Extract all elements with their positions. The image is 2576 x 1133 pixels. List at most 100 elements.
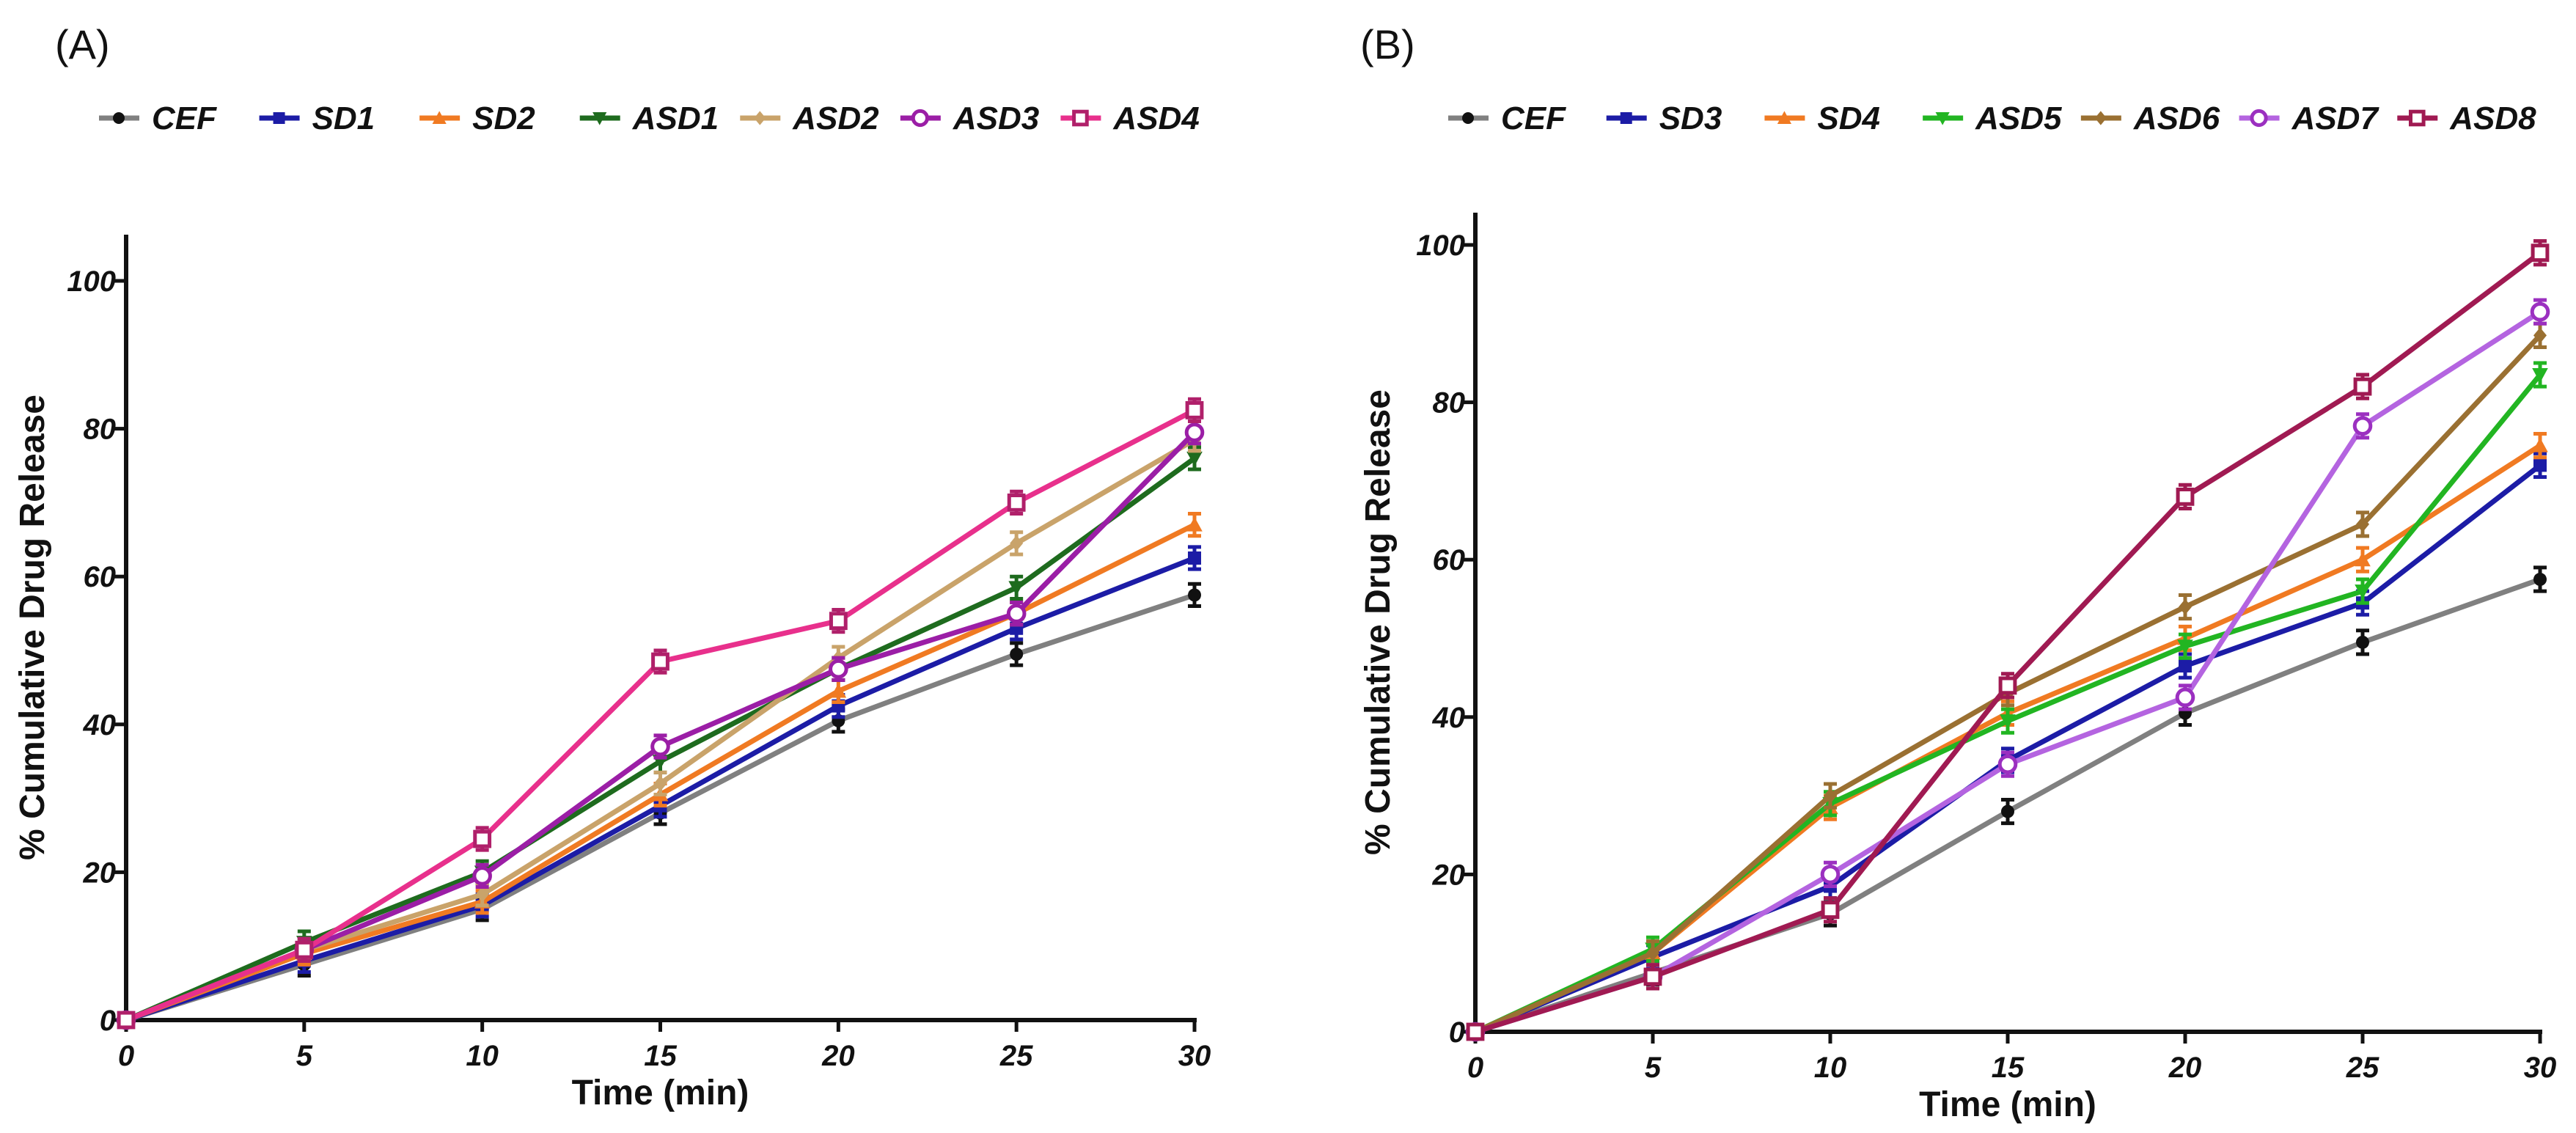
triangle-down-icon xyxy=(592,112,607,125)
x-tick-label: 20 xyxy=(821,1040,855,1072)
data-point xyxy=(1010,535,1024,551)
legend-label: SD3 xyxy=(1659,100,1722,136)
data-point xyxy=(2000,714,2016,729)
x-tick-label: 25 xyxy=(999,1040,1033,1072)
legend-label: SD1 xyxy=(312,100,375,136)
data-point xyxy=(2179,598,2192,615)
legend-label: ASD7 xyxy=(2291,100,2380,136)
series-line-sd4 xyxy=(1474,443,2542,1035)
legend-label: ASD4 xyxy=(1112,100,1199,136)
y-tick-label: 80 xyxy=(84,414,117,446)
y-tick-label: 0 xyxy=(100,1005,116,1037)
data-point xyxy=(2353,377,2372,396)
x-tick-label: 0 xyxy=(118,1040,134,1072)
data-point xyxy=(2352,416,2373,436)
data-point xyxy=(1006,604,1027,623)
data-point xyxy=(830,683,847,698)
x-tick-label: 15 xyxy=(644,1040,677,1072)
legend-item-sd2: SD2 xyxy=(419,100,535,136)
x-tick-label: 0 xyxy=(1467,1052,1483,1084)
legend-label: CEF xyxy=(1501,100,1566,136)
open-square-icon xyxy=(1072,109,1089,127)
legend-item-asd8: ASD8 xyxy=(2397,100,2536,136)
series-line-asd4 xyxy=(125,408,1196,1023)
y-tick-label: 0 xyxy=(1449,1016,1465,1049)
legend-item-cef: CEF xyxy=(1448,100,1566,136)
data-point xyxy=(2533,327,2547,344)
data-point xyxy=(295,940,314,959)
data-point xyxy=(1185,401,1204,419)
diamond-icon xyxy=(754,111,766,125)
legend-item-asd1: ASD1 xyxy=(579,100,719,136)
legend-item-asd4: ASD4 xyxy=(1060,100,1200,136)
triangle-down-icon xyxy=(1935,112,1950,125)
filled-square-icon xyxy=(1620,112,1632,124)
y-tick-label: 40 xyxy=(1432,702,1466,734)
data-point xyxy=(2532,437,2548,452)
legend-label: SD4 xyxy=(1817,100,1880,136)
x-tick-label: 30 xyxy=(2524,1052,2557,1084)
data-point xyxy=(1186,516,1203,532)
data-point xyxy=(472,866,492,886)
data-point xyxy=(2179,659,2192,673)
open-square-icon xyxy=(2408,109,2426,127)
diamond-icon xyxy=(2094,111,2107,125)
open-circle-icon xyxy=(911,109,929,128)
data-point xyxy=(1997,754,2018,774)
legend-label: SD2 xyxy=(472,100,535,136)
series-line-asd3 xyxy=(125,430,1197,1023)
y-axis-label: % Cumulative Drug Release xyxy=(1359,389,1398,855)
y-axis-label: % Cumulative Drug Release xyxy=(13,395,52,860)
series-line-asd8 xyxy=(1474,250,2542,1035)
data-point xyxy=(1008,581,1024,596)
data-point xyxy=(650,736,670,757)
legend-item-sd4: SD4 xyxy=(1764,100,1880,136)
data-point xyxy=(1466,1022,1485,1041)
y-tick-label: 100 xyxy=(1416,230,1465,262)
data-point xyxy=(2355,551,2371,567)
legend-label: ASD5 xyxy=(1975,100,2062,136)
data-point xyxy=(1010,648,1024,661)
data-point xyxy=(1998,676,2017,695)
panel-label: (B) xyxy=(1360,21,1415,67)
data-point xyxy=(1646,945,1659,961)
y-tick-label: 80 xyxy=(1433,387,1466,419)
data-point xyxy=(2356,516,2369,532)
series-sd4 xyxy=(1467,432,2548,1038)
open-circle-icon xyxy=(2250,109,2268,128)
triangle-up-icon xyxy=(1777,111,1792,124)
legend-label: ASD3 xyxy=(953,100,1039,136)
data-point xyxy=(829,659,848,679)
y-tick-label: 100 xyxy=(67,265,116,298)
data-point xyxy=(2176,487,2195,506)
x-tick-label: 5 xyxy=(1645,1052,1662,1084)
x-tick-label: 25 xyxy=(2346,1052,2379,1084)
data-point xyxy=(2356,635,2369,649)
chart-panel-a: (A) 0 5 10 15 20 25 30 0 20 40 60 80 100 Time (min) % C… xyxy=(13,21,1211,1112)
series-line-asd2 xyxy=(125,437,1196,1023)
data-point xyxy=(1824,788,1837,804)
series-asd4 xyxy=(117,397,1204,1030)
data-point xyxy=(1007,494,1026,512)
y-tick-label: 40 xyxy=(83,709,117,741)
x-tick-label: 10 xyxy=(466,1040,499,1072)
data-point xyxy=(2530,301,2550,322)
legend-item-asd5: ASD5 xyxy=(1923,100,2062,136)
data-point xyxy=(651,652,669,671)
series-asd8 xyxy=(1466,239,2550,1041)
legend-item-asd3: ASD3 xyxy=(900,100,1039,136)
data-point xyxy=(1186,451,1203,466)
legend-item-sd1: SD1 xyxy=(259,100,375,136)
data-point xyxy=(2001,804,2014,818)
data-point xyxy=(2175,687,2195,708)
y-tick-label: 60 xyxy=(1433,544,1466,576)
filled-circle-icon xyxy=(1462,112,1474,124)
chart-panel-b: (B) 0 5 10 15 20 25 30 0 20 40 60 80 100 Time (min) % C… xyxy=(1359,21,2556,1124)
filled-square-icon xyxy=(273,112,285,124)
data-point xyxy=(1188,551,1201,565)
data-point xyxy=(1188,588,1201,602)
data-point xyxy=(1184,422,1205,442)
data-point xyxy=(2531,243,2550,263)
legend-label: ASD6 xyxy=(2133,100,2220,136)
